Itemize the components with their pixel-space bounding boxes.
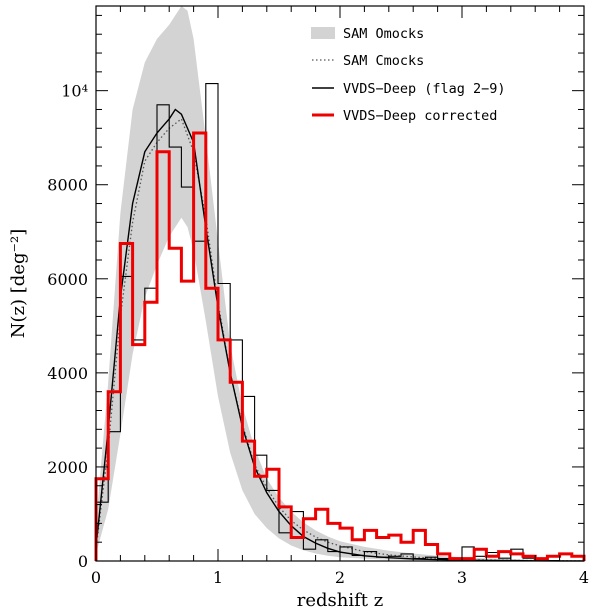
- vvds-corrected-histogram: [94, 131, 586, 561]
- vvds-corrected-layer: [94, 131, 586, 561]
- sam-omocks-band: [96, 6, 584, 561]
- x-tick-label: 4: [579, 568, 589, 587]
- x-tick-label: 3: [457, 568, 467, 587]
- y-tick-label: 2000: [47, 458, 88, 477]
- y-tick-label: 10⁴: [61, 82, 88, 101]
- y-tick-label: 6000: [47, 270, 88, 289]
- x-tick-label: 0: [91, 568, 101, 587]
- legend-swatch-band: [311, 27, 335, 39]
- y-tick-label: 0: [78, 552, 88, 571]
- legend-label-corrected: VVDS−Deep corrected: [343, 108, 497, 124]
- y-tick-label: 8000: [47, 176, 88, 195]
- legend-label-band: SAM Omocks: [343, 26, 424, 42]
- x-tick-label: 1: [213, 568, 223, 587]
- axis-ticks: 0 1 2 3 4 0 2000 4000 6000 8000 10⁴: [47, 6, 589, 587]
- sam-omocks-band-layer: [96, 6, 584, 561]
- legend-label-cmocks: SAM Cmocks: [343, 53, 424, 69]
- x-axis-title: redshift z: [297, 590, 383, 611]
- vvds-deep-histogram: [95, 83, 584, 562]
- legend: SAM Omocks SAM Cmocks VVDS−Deep (flag 2−9)…: [311, 26, 506, 124]
- x-tick-label: 2: [335, 568, 345, 587]
- y-tick-label: 4000: [47, 364, 88, 383]
- legend-label-vvds: VVDS−Deep (flag 2−9): [343, 81, 506, 97]
- y-axis-title: N(z) [deg⁻²]: [8, 229, 29, 338]
